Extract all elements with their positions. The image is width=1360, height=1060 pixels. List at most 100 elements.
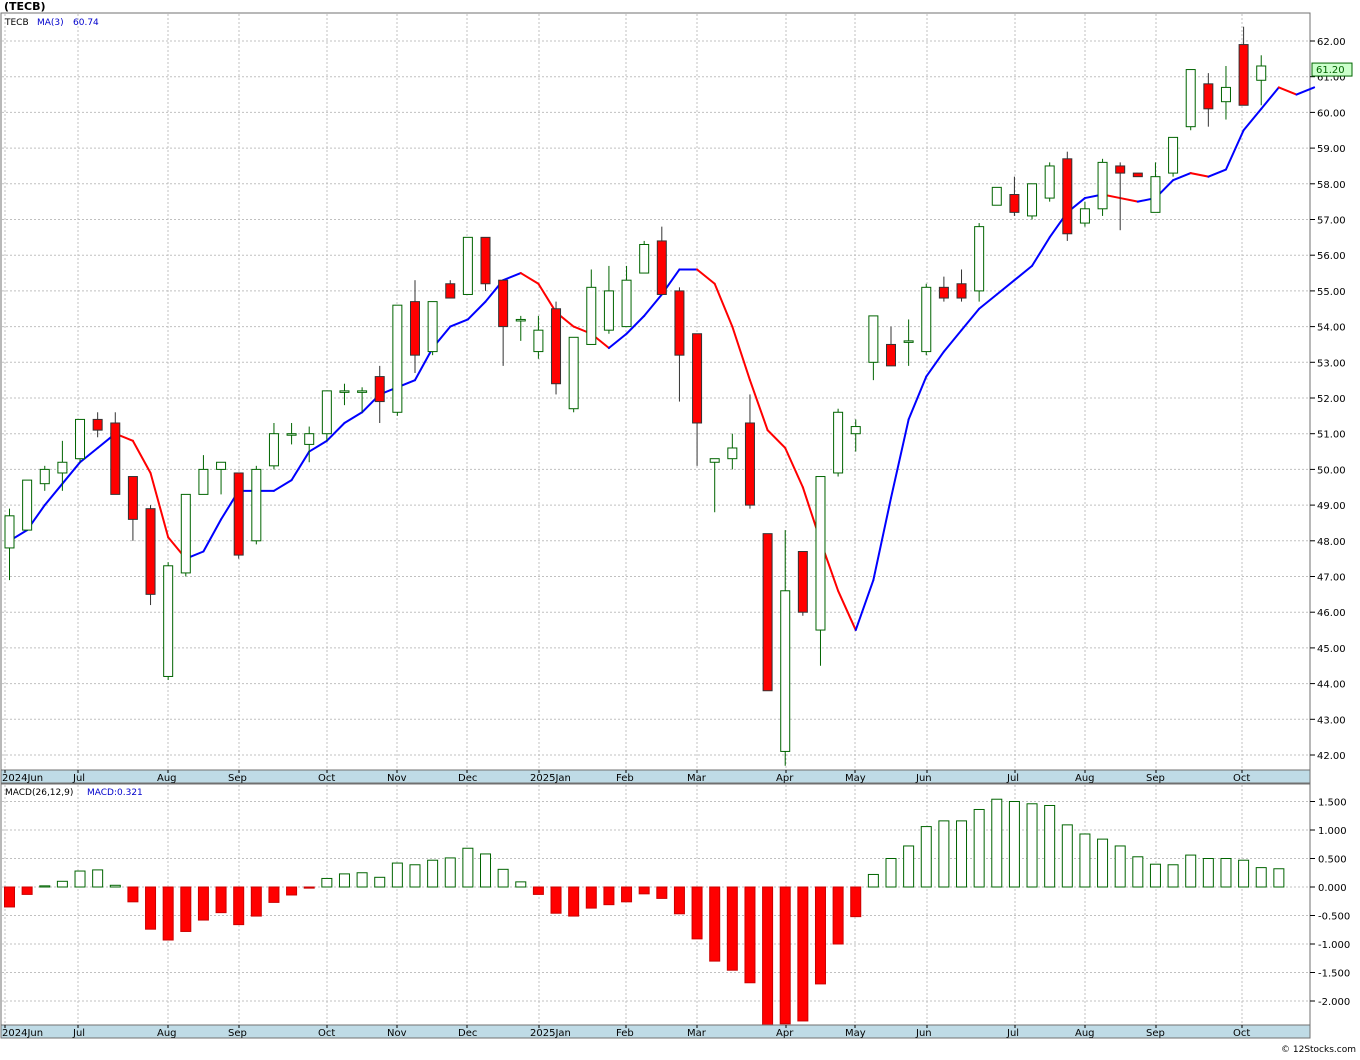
macd-bar-positive xyxy=(1097,838,1109,888)
candle-body-up xyxy=(339,390,350,393)
ma-segment xyxy=(449,318,469,328)
candle-body-up xyxy=(586,286,597,345)
macd-bar-positive xyxy=(1185,854,1197,888)
macd-bar-negative xyxy=(656,886,668,899)
ma-segment xyxy=(272,479,293,492)
macd-bar-negative xyxy=(797,886,809,1022)
ma-segment xyxy=(748,379,769,432)
candle-body-up xyxy=(833,411,844,474)
candle xyxy=(586,269,597,345)
macd-bar-negative xyxy=(744,886,756,984)
candle xyxy=(868,315,879,381)
candle xyxy=(286,422,297,445)
candle xyxy=(1044,162,1055,202)
ma-segment xyxy=(308,439,328,453)
candle xyxy=(1256,55,1267,106)
ma-segment xyxy=(696,268,716,285)
legend-symbol: TECB xyxy=(4,18,29,28)
date-label: Jul xyxy=(72,773,85,784)
candle-body-up xyxy=(1185,69,1196,128)
date-label: Jul xyxy=(72,1028,85,1039)
ma-segment xyxy=(643,293,663,317)
candle-body-up xyxy=(974,226,985,292)
candle xyxy=(427,301,438,356)
macd-bar-negative xyxy=(268,886,280,903)
price-y-axis: 42.00 43.00 44.00 45.00 46.00 47.00 48.00 49.00… xyxy=(1310,37,1346,762)
candle xyxy=(4,508,15,581)
macd-tick-label: 0.500 xyxy=(1318,855,1347,866)
candle xyxy=(833,408,844,477)
candle-body-up xyxy=(163,565,174,677)
macd-bar-positive xyxy=(938,820,950,888)
macd-bar-positive xyxy=(338,873,350,888)
ma-segment xyxy=(890,418,910,499)
macd-panel xyxy=(0,783,1311,1026)
macd-bar-positive xyxy=(56,880,68,888)
macd-bar-positive xyxy=(39,885,51,888)
price-tick-label: 48.00 xyxy=(1317,537,1346,548)
macd-bar-positive xyxy=(321,877,333,888)
candle-body-down xyxy=(1062,158,1073,235)
candle-body-down xyxy=(551,308,562,385)
date-label: Sep xyxy=(1146,773,1165,784)
candle-body-down xyxy=(886,343,896,367)
candle-body-down xyxy=(1115,165,1126,174)
price-tick-label: 49.00 xyxy=(1317,501,1346,512)
price-tick-label: 43.00 xyxy=(1317,715,1346,726)
date-label: Aug xyxy=(157,1028,177,1039)
candle xyxy=(163,562,174,681)
macd-bar-positive xyxy=(444,857,456,888)
macd-bar-negative xyxy=(286,886,298,896)
candle-body-down xyxy=(744,422,755,506)
macd-bar-positive xyxy=(1008,801,1020,888)
macd-bar-positive xyxy=(1114,845,1126,888)
price-tick-label: 45.00 xyxy=(1317,644,1346,655)
candle-body-up xyxy=(427,301,438,353)
price-tick-label: 55.00 xyxy=(1317,287,1346,298)
macd-bar-negative xyxy=(127,886,139,903)
moving-average-line xyxy=(8,86,1316,632)
candle xyxy=(1027,183,1038,220)
candle xyxy=(551,301,562,395)
date-label: Aug xyxy=(157,773,177,784)
candle-body-up xyxy=(903,340,914,343)
ma-segment xyxy=(960,307,981,332)
candle xyxy=(938,276,949,302)
macd-bar-positive xyxy=(497,868,509,888)
chart-title: (TECB) xyxy=(4,0,46,13)
candle-body-down xyxy=(374,376,385,403)
candle xyxy=(956,269,967,302)
macd-bar-positive xyxy=(1255,867,1267,888)
macd-bar-positive xyxy=(1132,856,1144,888)
macd-bar-negative xyxy=(4,886,15,908)
candle xyxy=(75,418,86,463)
macd-bar-negative xyxy=(726,886,738,971)
macd-bar-negative xyxy=(814,886,826,985)
macd-tick-label: 1.500 xyxy=(1318,798,1347,809)
date-axis-top: 2024Jun Jul Aug Sep Oct Nov Dec 2025Jan Feb Mar Ap… xyxy=(2,770,1250,784)
price-tick-label: 52.00 xyxy=(1317,394,1346,405)
macd-bar-positive xyxy=(1220,858,1232,888)
macd-bar-negative xyxy=(779,886,791,1025)
macd-tick-label: -1.500 xyxy=(1318,969,1350,980)
ma-segment xyxy=(343,411,364,424)
price-tick-label: 58.00 xyxy=(1317,180,1346,191)
macd-bar-positive xyxy=(920,826,932,888)
candle xyxy=(603,265,614,334)
candle-body-down xyxy=(445,283,456,299)
macd-tick-label: -2.000 xyxy=(1318,997,1350,1008)
candle-body-up xyxy=(621,279,632,328)
macd-bar-positive xyxy=(973,808,985,888)
candle xyxy=(92,412,103,438)
candle xyxy=(1238,26,1249,106)
candle-body-down xyxy=(498,279,509,328)
date-label: Jul xyxy=(1006,1028,1019,1039)
ma-segment xyxy=(625,314,646,335)
candle-body-up xyxy=(533,329,544,353)
ma-segment xyxy=(79,446,99,464)
date-label: 2024Jun xyxy=(2,1028,43,1039)
ma-segment xyxy=(925,350,945,378)
candle-body-up xyxy=(921,286,932,353)
